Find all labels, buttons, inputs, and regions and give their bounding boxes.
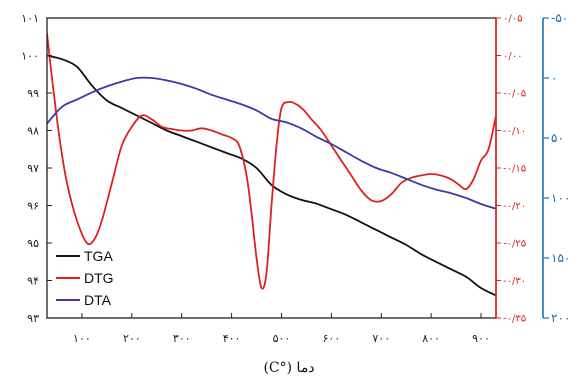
left-tick-label: ۹۵ (27, 237, 39, 250)
x-tick-label: ۱۰۰ (73, 332, 91, 345)
x-axis-ticks: ۱۰۰ ۲۰۰ ۳۰۰ ۴۰۰ ۵۰۰ ۶۰۰ ۷۰۰ ۸۰۰ ۹۰۰ (73, 313, 490, 345)
left-tick-label: ۹۸ (27, 125, 39, 138)
x-tick-label: ۳۰۰ (173, 332, 191, 345)
dta-tick-label: ۱۰۰ (551, 191, 570, 205)
dtg-tick-label: ۰/۰۵ (503, 14, 522, 25)
x-tick-label: ۷۰۰ (372, 332, 390, 345)
dtg-tick-label: -۰/۲۵ (503, 239, 526, 250)
dta-tick-label: ۰ (551, 71, 557, 85)
x-tick-label: ۲۰۰ (123, 332, 141, 345)
left-tick-label: ۱۰۱ (21, 12, 39, 25)
left-tick-label: ۹۴ (27, 275, 39, 288)
dtg-tick-label: -۰/۳۰ (503, 276, 526, 287)
dtg-tick-label: -۰/۳۵ (503, 314, 526, 325)
dtg-tick-label: -۰/۰۵ (503, 89, 526, 100)
dta-tick-label: ۵۰ (551, 131, 564, 145)
left-tick-label: ۹۶ (27, 200, 39, 213)
x-tick-label: ۵۰۰ (273, 332, 291, 345)
dtg-tick-label: ۰/۰۰ (503, 51, 522, 62)
x-tick-label: ۸۰۰ (422, 332, 440, 345)
left-tick-label: ۹۷ (27, 162, 39, 175)
left-axis-ticks: ۱۰۱ ۱۰۰ ۹۹ ۹۸ ۹۷ ۹۶ ۹۵ ۹۴ ۹۳ (21, 12, 52, 325)
dta-tick-label: ۲۰۰ (551, 311, 570, 325)
series-line-dta (47, 76, 496, 210)
x-tick-label: ۴۰۰ (223, 332, 241, 345)
series-line-dtg (47, 32, 496, 290)
dta-tick-label: -۵۰ (551, 11, 568, 25)
series-line-tga (47, 54, 496, 297)
dtg-tick-label: -۰/۲۰ (503, 201, 526, 212)
legend-label-dtg: DTG (84, 270, 114, 286)
x-tick-label: ۶۰۰ (322, 332, 340, 345)
x-axis-label: (C°) دما (263, 360, 314, 376)
legend-label-tga: TGA (84, 248, 113, 264)
left-tick-label: ۱۰۰ (21, 50, 39, 63)
dta-axis-ticks: -۵۰ ۰ ۵۰ ۱۰۰ ۱۵۰ ۲۰۰ (543, 11, 570, 325)
dtg-axis-ticks: ۰/۰۵ ۰/۰۰ -۰/۰۵ -۰/۱۰ -۰/۱۵ -۰/۲۰ -۰/۲۵ -۰/۳۰ -۰… (496, 14, 526, 325)
legend-label-dta: DTA (84, 292, 112, 308)
x-tick-label: ۹۰۰ (472, 332, 490, 345)
left-tick-label: ۹۳ (27, 312, 39, 325)
dta-tick-label: ۱۵۰ (551, 251, 570, 265)
left-tick-label: ۹۹ (27, 87, 39, 100)
legend: TGA DTG DTA (56, 248, 114, 308)
dtg-tick-label: -۰/۱۰ (503, 126, 526, 137)
dtg-tick-label: -۰/۱۵ (503, 164, 526, 175)
series-lines (47, 32, 496, 297)
